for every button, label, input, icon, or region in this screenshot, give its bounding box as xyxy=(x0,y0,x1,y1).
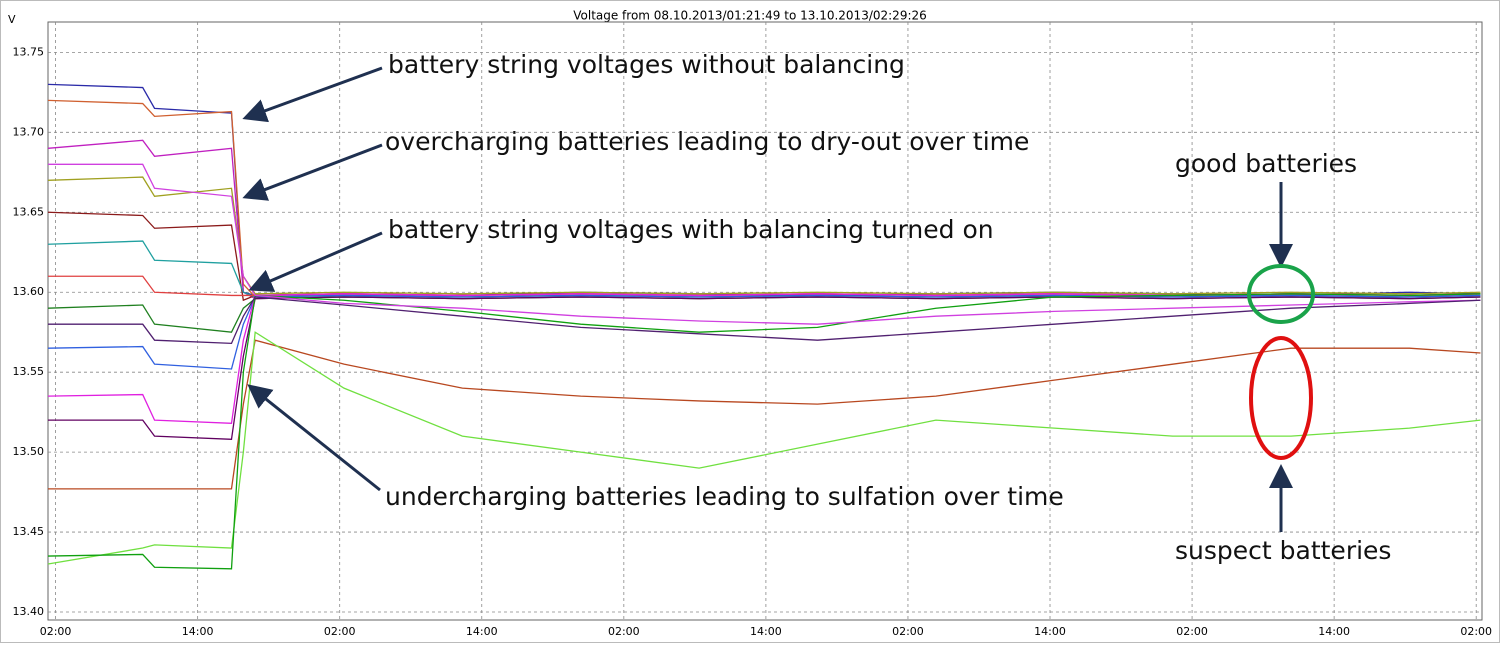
y-tick-label: 13.55 xyxy=(13,365,45,378)
y-tick-label: 13.45 xyxy=(13,525,45,538)
x-tick-label: 02:00 xyxy=(324,625,356,638)
x-tick-label: 02:00 xyxy=(40,625,72,638)
plot-border xyxy=(47,21,1483,621)
annotations: battery string voltages without balancin… xyxy=(242,50,1391,565)
y-tick-label: 13.65 xyxy=(13,205,45,218)
x-tick-label: 02:00 xyxy=(1460,625,1492,638)
y-axis-label: V xyxy=(8,13,16,26)
x-tick-label: 14:00 xyxy=(1034,625,1066,638)
suspect-ellipse xyxy=(1249,336,1313,460)
x-tick-label: 14:00 xyxy=(466,625,498,638)
annotation: overcharging batteries leading to dry-ou… xyxy=(385,127,1029,156)
x-tick-label: 02:00 xyxy=(892,625,924,638)
series-line xyxy=(48,296,1481,440)
annotation: battery string voltages with balancing t… xyxy=(388,215,994,244)
x-tick-label: 02:00 xyxy=(608,625,640,638)
series-line xyxy=(47,294,1481,370)
good-ellipse xyxy=(1247,264,1315,324)
annotation: battery string voltages without balancin… xyxy=(388,50,905,79)
x-tick-label: 14:00 xyxy=(750,625,782,638)
series-line xyxy=(47,293,1481,570)
chart-title: Voltage from 08.10.2013/01:21:49 to 13.1… xyxy=(573,9,927,23)
arrow xyxy=(248,231,383,292)
series-line xyxy=(48,339,1481,490)
plot-area xyxy=(47,21,1483,621)
y-tick-label: 13.40 xyxy=(13,605,45,618)
arrow xyxy=(247,384,381,492)
y-tick-label: 13.60 xyxy=(13,285,45,298)
x-tick-label: 02:00 xyxy=(1176,625,1208,638)
series-line xyxy=(47,331,1481,565)
annotation: undercharging batteries leading to sulfa… xyxy=(385,482,1064,511)
y-tick-label: 13.70 xyxy=(13,125,45,138)
arrow xyxy=(242,66,383,123)
series-line xyxy=(48,163,1481,325)
annotation: good batteries xyxy=(1175,149,1357,178)
x-tick-label: 14:00 xyxy=(1318,625,1350,638)
x-tick-label: 14:00 xyxy=(182,625,214,638)
series-line xyxy=(48,296,1481,345)
arrow xyxy=(242,143,383,201)
y-tick-label: 13.75 xyxy=(13,45,45,58)
y-tick-label: 13.50 xyxy=(13,445,45,458)
series-line xyxy=(47,176,1481,295)
annotation: suspect batteries xyxy=(1175,536,1391,565)
